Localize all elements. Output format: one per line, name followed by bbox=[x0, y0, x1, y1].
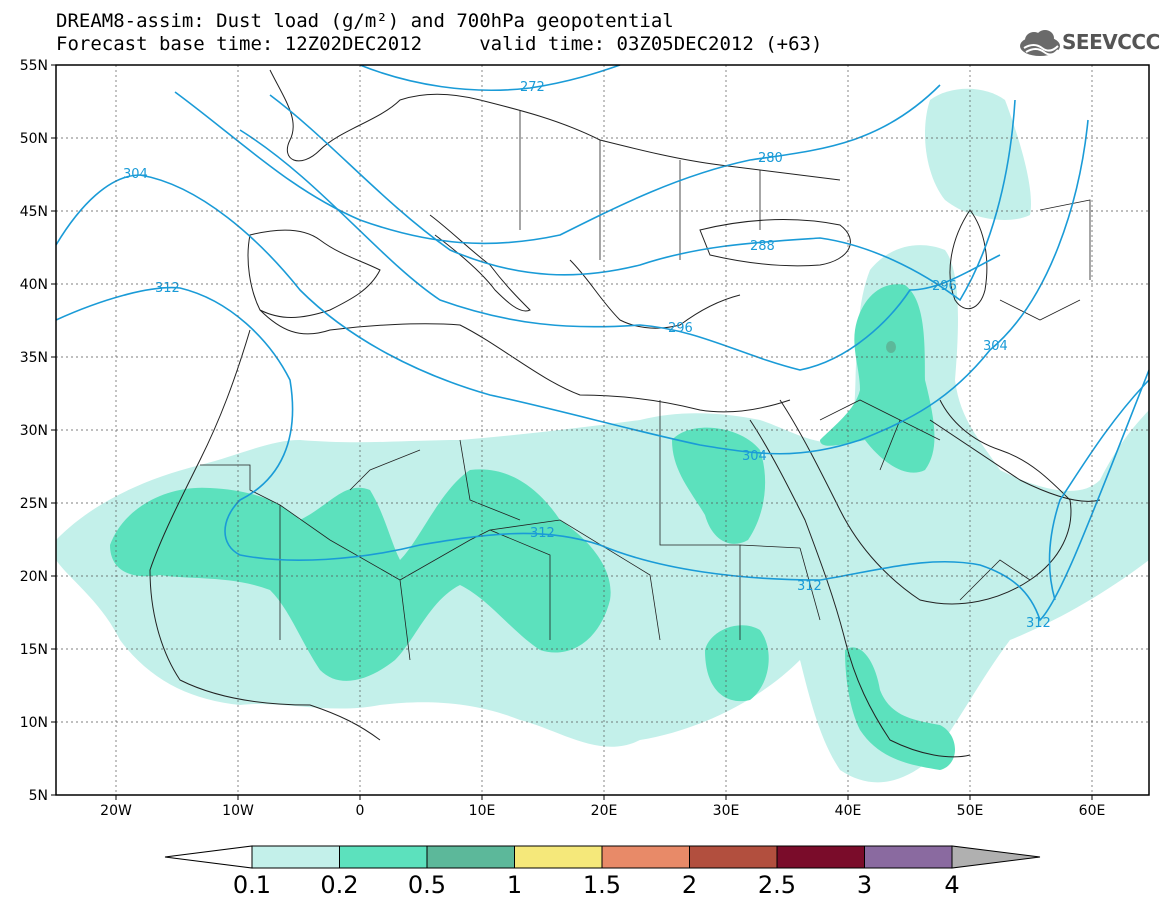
colorbar-swatch bbox=[339, 845, 428, 869]
coastline-caspian bbox=[949, 209, 988, 310]
colorbar-swatch bbox=[776, 845, 865, 869]
coastline-west-africa bbox=[149, 329, 381, 741]
colorbar-over-triangle bbox=[951, 845, 1041, 869]
contour-296 bbox=[239, 129, 1001, 371]
lon-label: 0 bbox=[356, 803, 365, 819]
colorbar-swatch bbox=[689, 845, 778, 869]
dust-band-light-north bbox=[925, 88, 1031, 220]
contour-label-312a: 312 bbox=[155, 281, 180, 296]
lon-label: 30E bbox=[713, 803, 740, 819]
dust-band-medium-sudan bbox=[705, 625, 769, 702]
colorbar-swatch bbox=[514, 845, 603, 869]
lon-label: 20W bbox=[100, 803, 132, 819]
contour-312 bbox=[56, 286, 1149, 622]
dust-field bbox=[56, 88, 1149, 783]
contour-label-272: 272 bbox=[520, 80, 545, 95]
contour-label-312b: 312 bbox=[530, 526, 555, 541]
border-lines bbox=[200, 110, 1091, 661]
contour-280 bbox=[174, 84, 941, 245]
coastline-persian-gulf bbox=[929, 419, 1101, 502]
colorbar-tick-label: 4 bbox=[944, 871, 959, 899]
contour-label-312c: 312 bbox=[797, 579, 822, 594]
coastlines bbox=[149, 69, 1101, 758]
lat-label: 25N bbox=[20, 496, 48, 512]
colorbar-tick-label: 0.1 bbox=[233, 871, 271, 899]
colorbar-tick-label: 2 bbox=[682, 871, 697, 899]
lon-label: 40E bbox=[835, 803, 862, 819]
cloud-icon bbox=[1020, 30, 1060, 56]
lat-label: 55N bbox=[20, 58, 48, 74]
logo-text: SEEVCCC bbox=[1062, 30, 1160, 54]
colorbar: 0.1 0.2 0.5 1 1.5 2 2.5 3 4 bbox=[164, 845, 1041, 899]
lon-label: 10W bbox=[222, 803, 254, 819]
lat-label: 40N bbox=[20, 277, 48, 293]
coastline-iberia bbox=[247, 229, 381, 318]
colorbar-tick-label: 2.5 bbox=[758, 871, 796, 899]
colorbar-swatch bbox=[864, 845, 953, 869]
colorbar-under-triangle bbox=[164, 845, 253, 869]
lat-label: 30N bbox=[20, 423, 48, 439]
colorbar-tick-label: 0.5 bbox=[408, 871, 446, 899]
contour-label-288: 288 bbox=[750, 239, 775, 254]
chart-title: DREAM8-assim: Dust load (g/m²) and 700hP… bbox=[56, 10, 674, 32]
colorbar-tick-label: 1.5 bbox=[583, 871, 621, 899]
longitude-labels: 20W 10W 0 10E 20E 30E 40E 50E 60E bbox=[100, 803, 1105, 819]
coastline-greece bbox=[569, 259, 741, 329]
latitude-labels: 55N 50N 45N 40N 35N 30N 25N 20N 15N 10N 5N bbox=[20, 58, 48, 804]
lat-label: 15N bbox=[20, 642, 48, 658]
contour-288 bbox=[269, 94, 1016, 302]
contour-label-312d: 312 bbox=[1026, 616, 1051, 631]
colorbar-swatch bbox=[426, 845, 515, 869]
lon-label: 20E bbox=[591, 803, 618, 819]
geopotential-contours bbox=[56, 65, 1149, 622]
lat-label: 50N bbox=[20, 131, 48, 147]
axis-ticks bbox=[51, 64, 1093, 800]
lat-label: 20N bbox=[20, 569, 48, 585]
contour-272 bbox=[359, 65, 621, 92]
lat-label: 35N bbox=[20, 350, 48, 366]
colorbar-swatch bbox=[601, 845, 690, 869]
colorbar-swatch bbox=[251, 845, 340, 869]
lat-label: 45N bbox=[20, 204, 48, 220]
colorbar-tick-label: 3 bbox=[857, 871, 872, 899]
coastline-europe-north bbox=[269, 69, 841, 181]
coastline-red-sea bbox=[749, 419, 971, 758]
colorbar-tick-label: 0.2 bbox=[320, 871, 358, 899]
lat-label: 5N bbox=[29, 788, 48, 804]
dust-band-medium-horn bbox=[845, 647, 955, 770]
coastline-italy bbox=[429, 214, 531, 312]
dust-band-strong-iraq bbox=[886, 341, 896, 353]
colorbar-tick-label: 1 bbox=[507, 871, 522, 899]
contour-label-304b: 304 bbox=[742, 449, 767, 464]
contour-label-296a: 296 bbox=[668, 321, 693, 336]
dust-band-medium-iraq bbox=[820, 284, 935, 473]
lon-label: 60E bbox=[1079, 803, 1106, 819]
dust-band-medium-egypt bbox=[672, 427, 766, 544]
contour-312-east bbox=[1048, 379, 1149, 601]
contour-label-296b: 296 bbox=[932, 279, 957, 294]
contour-label-280: 280 bbox=[758, 151, 783, 166]
contour-304 bbox=[56, 119, 1089, 455]
contour-label-304c: 304 bbox=[983, 339, 1008, 354]
contour-label-304a: 304 bbox=[123, 167, 148, 182]
contour-labels: 272 280 288 296 296 304 304 304 312 312 … bbox=[123, 80, 1051, 631]
coastline-black-sea bbox=[699, 219, 851, 267]
seevccc-logo: SEEVCCC bbox=[1018, 28, 1160, 58]
graticule bbox=[56, 65, 1149, 795]
lon-label: 50E bbox=[957, 803, 984, 819]
coastline-north-africa bbox=[259, 309, 791, 413]
chart-subtitle: Forecast base time: 12Z02DEC2012 valid t… bbox=[56, 33, 823, 55]
coastline-arabia bbox=[779, 399, 1072, 605]
lon-label: 10E bbox=[469, 803, 496, 819]
lat-label: 10N bbox=[20, 715, 48, 731]
